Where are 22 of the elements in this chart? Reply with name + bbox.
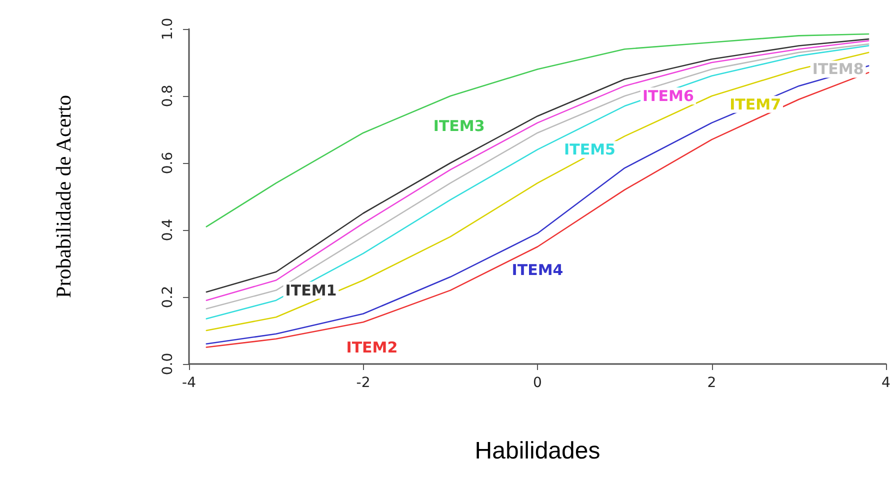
y-tick-label: 0.2 [160,286,176,308]
y-axis-title: Probabilidade de Acerto [52,95,76,298]
y-tick-label: 0.4 [160,218,176,242]
y-tick-label: 0.6 [160,152,176,174]
y-tick-label: 0.8 [160,84,176,108]
line-series [206,33,870,228]
x-tick-label: -4 [182,375,196,391]
y-tick-label: 1.0 [160,18,176,40]
series-label: ITEM8 [812,60,864,78]
series-label: ITEM4 [512,261,564,280]
x-tick-label: 0 [533,375,542,391]
series-label: ITEM3 [433,117,485,136]
x-axis-title: Habilidades [474,438,600,464]
y-tick-label: 0.0 [160,352,176,376]
series-label: ITEM5 [564,140,616,159]
series-label: ITEM1 [285,281,337,300]
x-tick-label: -2 [356,375,370,391]
series-label: ITEM6 [642,87,694,105]
x-tick-label: 4 [882,375,891,391]
x-tick-label: 2 [707,375,716,391]
series-label: ITEM2 [346,338,398,356]
series-label: ITEM7 [730,95,782,114]
